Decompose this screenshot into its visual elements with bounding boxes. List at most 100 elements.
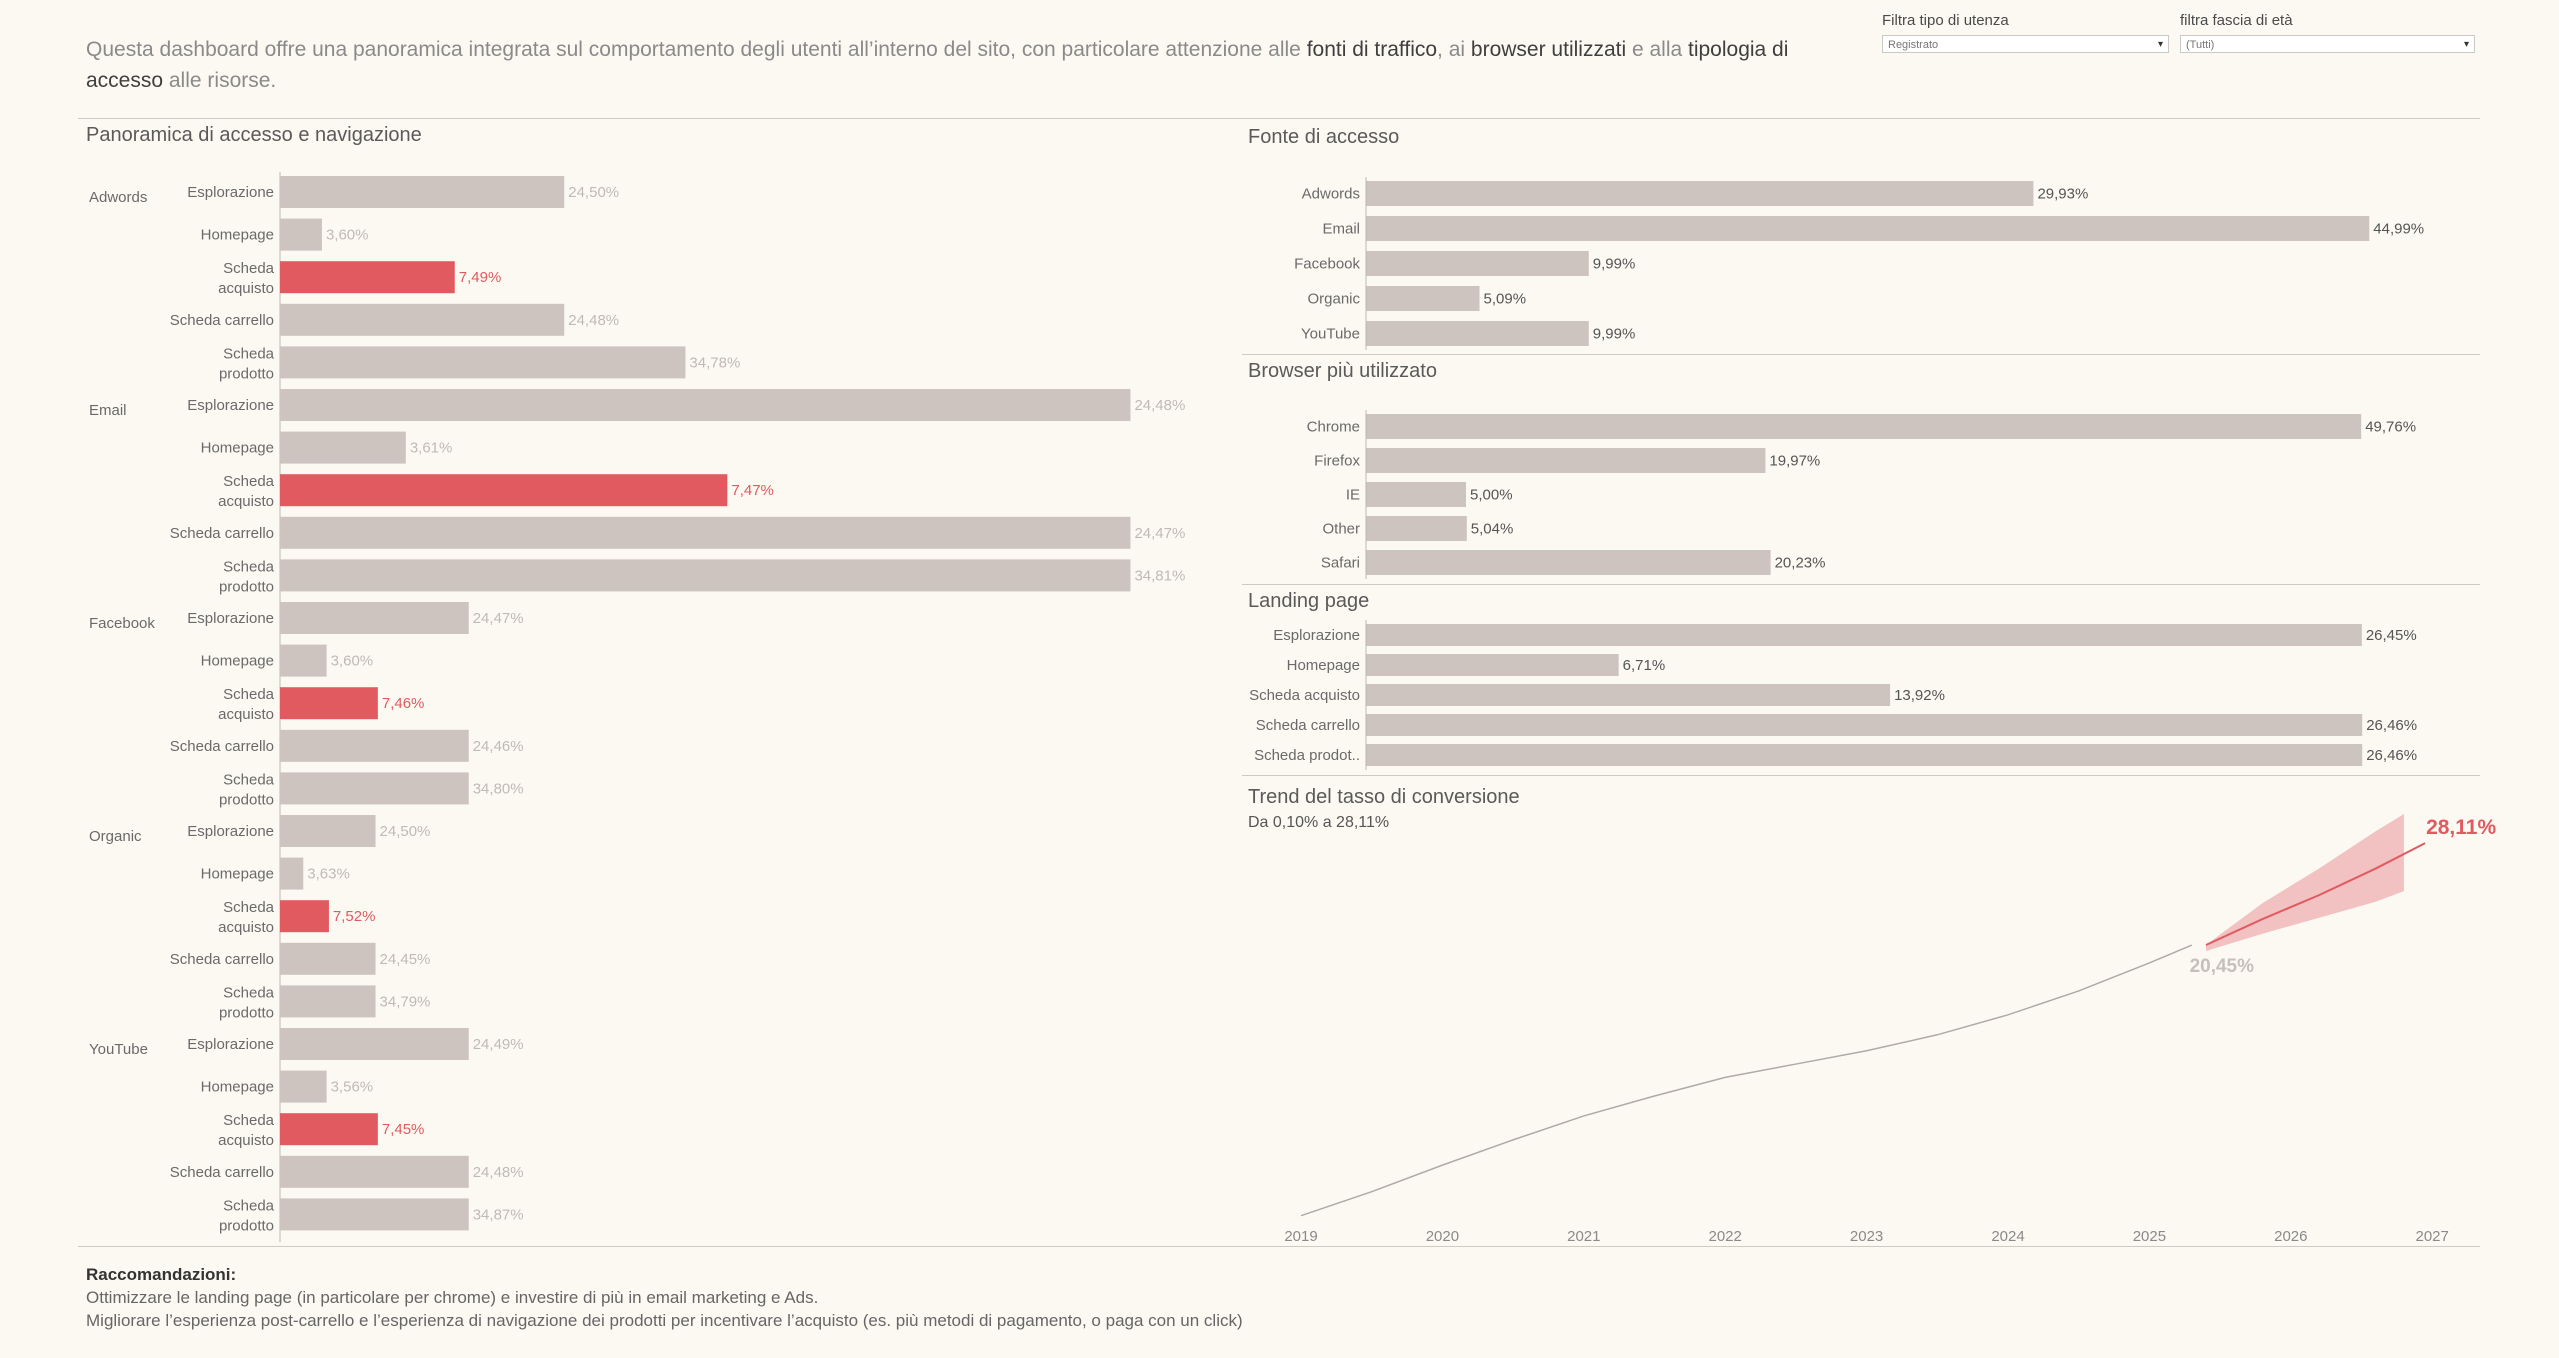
source-bar-organic — [1366, 286, 1480, 311]
bar-email-scheda-carrello — [280, 516, 1131, 549]
source-category-label: Adwords — [1302, 186, 1360, 203]
divider-browser-landing — [1242, 584, 2480, 585]
bar-youtube-scheda-carrello — [280, 1155, 469, 1188]
bar-adwords-homepage — [280, 218, 322, 251]
category-label: prodotto — [219, 578, 274, 595]
bar-youtube-scheda-acquisto — [280, 1113, 378, 1146]
category-label: Homepage — [201, 440, 274, 457]
intro-text-3: e alla — [1626, 38, 1688, 61]
bar-email-homepage — [280, 431, 406, 464]
forecast-band — [2205, 814, 2404, 951]
x-tick-label: 2022 — [1709, 1228, 1742, 1245]
data-label-adwords-scheda-carrello: 24,48% — [568, 312, 619, 329]
bar-email-scheda-prodotto — [280, 559, 1131, 592]
landing-category-label: Scheda prodot.. — [1254, 747, 1360, 764]
x-tick-label: 2025 — [2133, 1228, 2166, 1245]
data-label-organic-scheda-carrello: 24,45% — [380, 951, 431, 968]
access-nav-title: Panoramica di accesso e navigazione — [86, 124, 422, 146]
data-label-adwords-esplorazione: 24,50% — [568, 184, 619, 201]
group-label-organic: Organic — [89, 828, 142, 845]
bar-adwords-scheda-prodotto — [280, 346, 686, 379]
landing-title: Landing page — [1248, 590, 1370, 612]
x-tick-label: 2023 — [1850, 1228, 1883, 1245]
data-label-facebook-esplorazione: 24,47% — [473, 610, 524, 627]
category-label: acquisto — [218, 706, 274, 723]
category-label: prodotto — [219, 1004, 274, 1021]
category-label: Esplorazione — [187, 397, 274, 414]
category-label: Homepage — [201, 866, 274, 883]
bar-facebook-homepage — [280, 644, 327, 677]
browser-bar-ie — [1366, 482, 1466, 507]
trend-subtitle: Da 0,10% a 28,11% — [1248, 814, 1390, 831]
user-type-filter-select[interactable]: Registrato ▾ — [1882, 35, 2169, 53]
data-label-email-scheda-carrello: 24,47% — [1134, 525, 1185, 542]
landing-data-label: 13,92% — [1894, 687, 1945, 704]
x-tick-label: 2020 — [1426, 1228, 1459, 1245]
recommendation-2: Migliorare l’esperienza post-carrello e … — [86, 1311, 1243, 1330]
browser-data-label: 49,76% — [2365, 419, 2416, 436]
category-label: Scheda carrello — [170, 951, 274, 968]
end-value-label: 28,11% — [2426, 816, 2496, 839]
trend-title: Trend del tasso di conversione — [1248, 786, 1520, 808]
bar-youtube-scheda-prodotto — [280, 1198, 469, 1231]
age-filter-select[interactable]: (Tutti) ▾ — [2180, 35, 2475, 53]
bar-youtube-esplorazione — [280, 1028, 469, 1060]
group-label-youtube: YouTube — [89, 1041, 148, 1058]
bar-adwords-scheda-acquisto — [280, 261, 455, 294]
data-label-facebook-homepage: 3,60% — [331, 653, 374, 670]
source-data-label: 9,99% — [1593, 326, 1636, 343]
data-label-organic-esplorazione: 24,50% — [380, 823, 431, 840]
intro-bold-access: tipologia di accesso — [86, 38, 1789, 92]
source-chart: Adwords 29,93% Email 44,99% Facebook 9,99% Org… — [1294, 177, 2424, 350]
dashboard-intro: Questa dashboard offre una panoramica in… — [86, 34, 1866, 96]
browser-bar-chrome — [1366, 414, 2362, 439]
intro-text-2: , ai — [1437, 38, 1471, 61]
browser-category-label: Firefox — [1314, 453, 1360, 470]
source-data-label: 5,09% — [1484, 291, 1527, 308]
category-label: acquisto — [218, 1132, 274, 1149]
landing-bar-scheda-acquisto — [1366, 684, 1891, 706]
category-label: Scheda — [223, 473, 275, 490]
data-label-adwords-scheda-prodotto: 34,78% — [689, 354, 740, 371]
top-divider — [78, 118, 2480, 119]
browser-bar-firefox — [1366, 448, 1766, 473]
category-label: Scheda carrello — [170, 525, 274, 542]
landing-data-label: 6,71% — [1623, 657, 1666, 674]
bar-facebook-scheda-acquisto — [280, 687, 378, 720]
source-data-label: 44,99% — [2373, 221, 2424, 238]
landing-chart: Esplorazione 26,45% Homepage 6,71% Scheda ac… — [1249, 620, 2417, 770]
category-label: Homepage — [201, 1079, 274, 1096]
category-label: Scheda — [223, 1197, 275, 1214]
landing-data-label: 26,45% — [2366, 627, 2417, 644]
category-label: Scheda carrello — [170, 1164, 274, 1181]
recommendations: Raccomandazioni: Ottimizzare le landing … — [86, 1263, 1243, 1332]
category-label: Scheda — [223, 899, 275, 916]
data-label-facebook-scheda-acquisto: 7,46% — [382, 695, 425, 712]
category-label: Homepage — [201, 227, 274, 244]
source-bar-facebook — [1366, 251, 1589, 276]
landing-bar-esplorazione — [1366, 624, 2362, 646]
browser-data-label: 5,00% — [1470, 487, 1513, 504]
bar-organic-scheda-carrello — [280, 942, 376, 975]
user-type-filter-value: Registrato — [1888, 39, 1939, 51]
landing-category-label: Scheda acquisto — [1249, 687, 1360, 704]
group-label-facebook: Facebook — [89, 615, 155, 632]
intro-text-4: alle risorse. — [163, 69, 277, 92]
category-label: acquisto — [218, 280, 274, 297]
data-label-organic-homepage: 3,63% — [307, 866, 350, 883]
x-tick-label: 2024 — [1991, 1228, 2024, 1245]
data-label-youtube-scheda-prodotto: 34,87% — [473, 1206, 524, 1223]
category-label: acquisto — [218, 493, 274, 510]
source-category-label: Facebook — [1294, 256, 1360, 273]
browser-category-label: Chrome — [1307, 419, 1360, 436]
bar-facebook-scheda-carrello — [280, 729, 469, 762]
source-data-label: 9,99% — [1593, 256, 1636, 273]
category-label: Scheda carrello — [170, 738, 274, 755]
category-label: Esplorazione — [187, 823, 274, 840]
landing-bar-scheda-prodot — [1366, 744, 2363, 766]
bar-adwords-esplorazione — [280, 176, 565, 208]
category-label: prodotto — [219, 365, 274, 382]
browser-data-label: 5,04% — [1471, 521, 1514, 538]
